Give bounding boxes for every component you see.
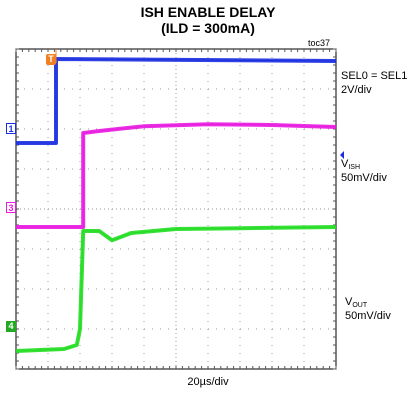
ch4-marker: 4 <box>6 321 16 332</box>
ch4-label-name: V <box>345 296 353 308</box>
grid <box>15 48 337 370</box>
ch3-marker: 3 <box>6 202 16 213</box>
chart-title: ISH ENABLE DELAY <box>140 4 276 20</box>
ch3-label-name: V <box>341 158 349 170</box>
ch4-label: VOUT <box>345 296 367 312</box>
figure-id: toc37 <box>308 38 331 48</box>
trigger-marker: T <box>46 54 56 65</box>
series-line-core-1 <box>16 58 337 144</box>
ch1-label-line2: 2V/div <box>341 84 372 96</box>
series-line-core-2 <box>16 123 337 228</box>
x-scale-label: 20µs/div <box>187 376 229 388</box>
traces <box>15 49 344 353</box>
ch4-label-sub: OUT <box>352 302 368 309</box>
ch1-label-line1: SEL0 = SEL1 <box>341 70 408 82</box>
ch3-label: VISH <box>341 158 360 174</box>
ch3-label-sub: ISH <box>348 164 361 171</box>
ch4-scale: 50mV/div <box>345 310 391 322</box>
ch1-offset-arrow-icon <box>340 151 344 159</box>
ch3-scale: 50mV/div <box>341 172 387 184</box>
series-line-core-3 <box>15 226 337 352</box>
chart-subtitle: (ILD = 300mA) <box>161 20 255 36</box>
ch1-marker: 1 <box>6 123 16 134</box>
